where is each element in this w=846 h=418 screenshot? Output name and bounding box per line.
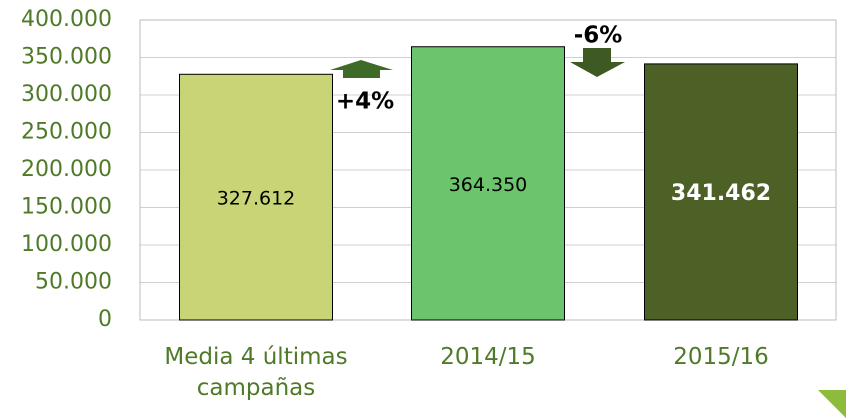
y-tick-label: 0 <box>98 307 112 332</box>
y-tick-label: 200.000 <box>21 157 112 182</box>
y-tick-label: 400.000 <box>21 7 112 32</box>
x-tick-label: 2014/15 <box>440 344 536 370</box>
y-tick-label: 100.000 <box>21 232 112 257</box>
bar <box>644 63 798 321</box>
annotation: -6% <box>574 23 623 49</box>
up-arrow <box>330 60 393 78</box>
y-tick-label: 250.000 <box>21 120 112 145</box>
y-tick-label: 300.000 <box>21 82 112 107</box>
y-tick-label: 350.000 <box>21 45 112 70</box>
corner-decoration <box>818 390 846 418</box>
data-label: 341.462 <box>671 181 771 206</box>
bar <box>179 73 333 321</box>
bar <box>411 46 565 321</box>
y-tick-label: 150.000 <box>21 195 112 220</box>
y-tick-label: 50.000 <box>35 270 112 295</box>
x-tick-label: Media 4 últimas campañas <box>164 344 348 401</box>
data-label: 327.612 <box>217 188 296 210</box>
x-tick-label: 2015/16 <box>673 344 769 370</box>
annotation: +4% <box>336 89 394 115</box>
data-label: 364.350 <box>449 174 528 196</box>
down-arrow <box>570 48 625 77</box>
